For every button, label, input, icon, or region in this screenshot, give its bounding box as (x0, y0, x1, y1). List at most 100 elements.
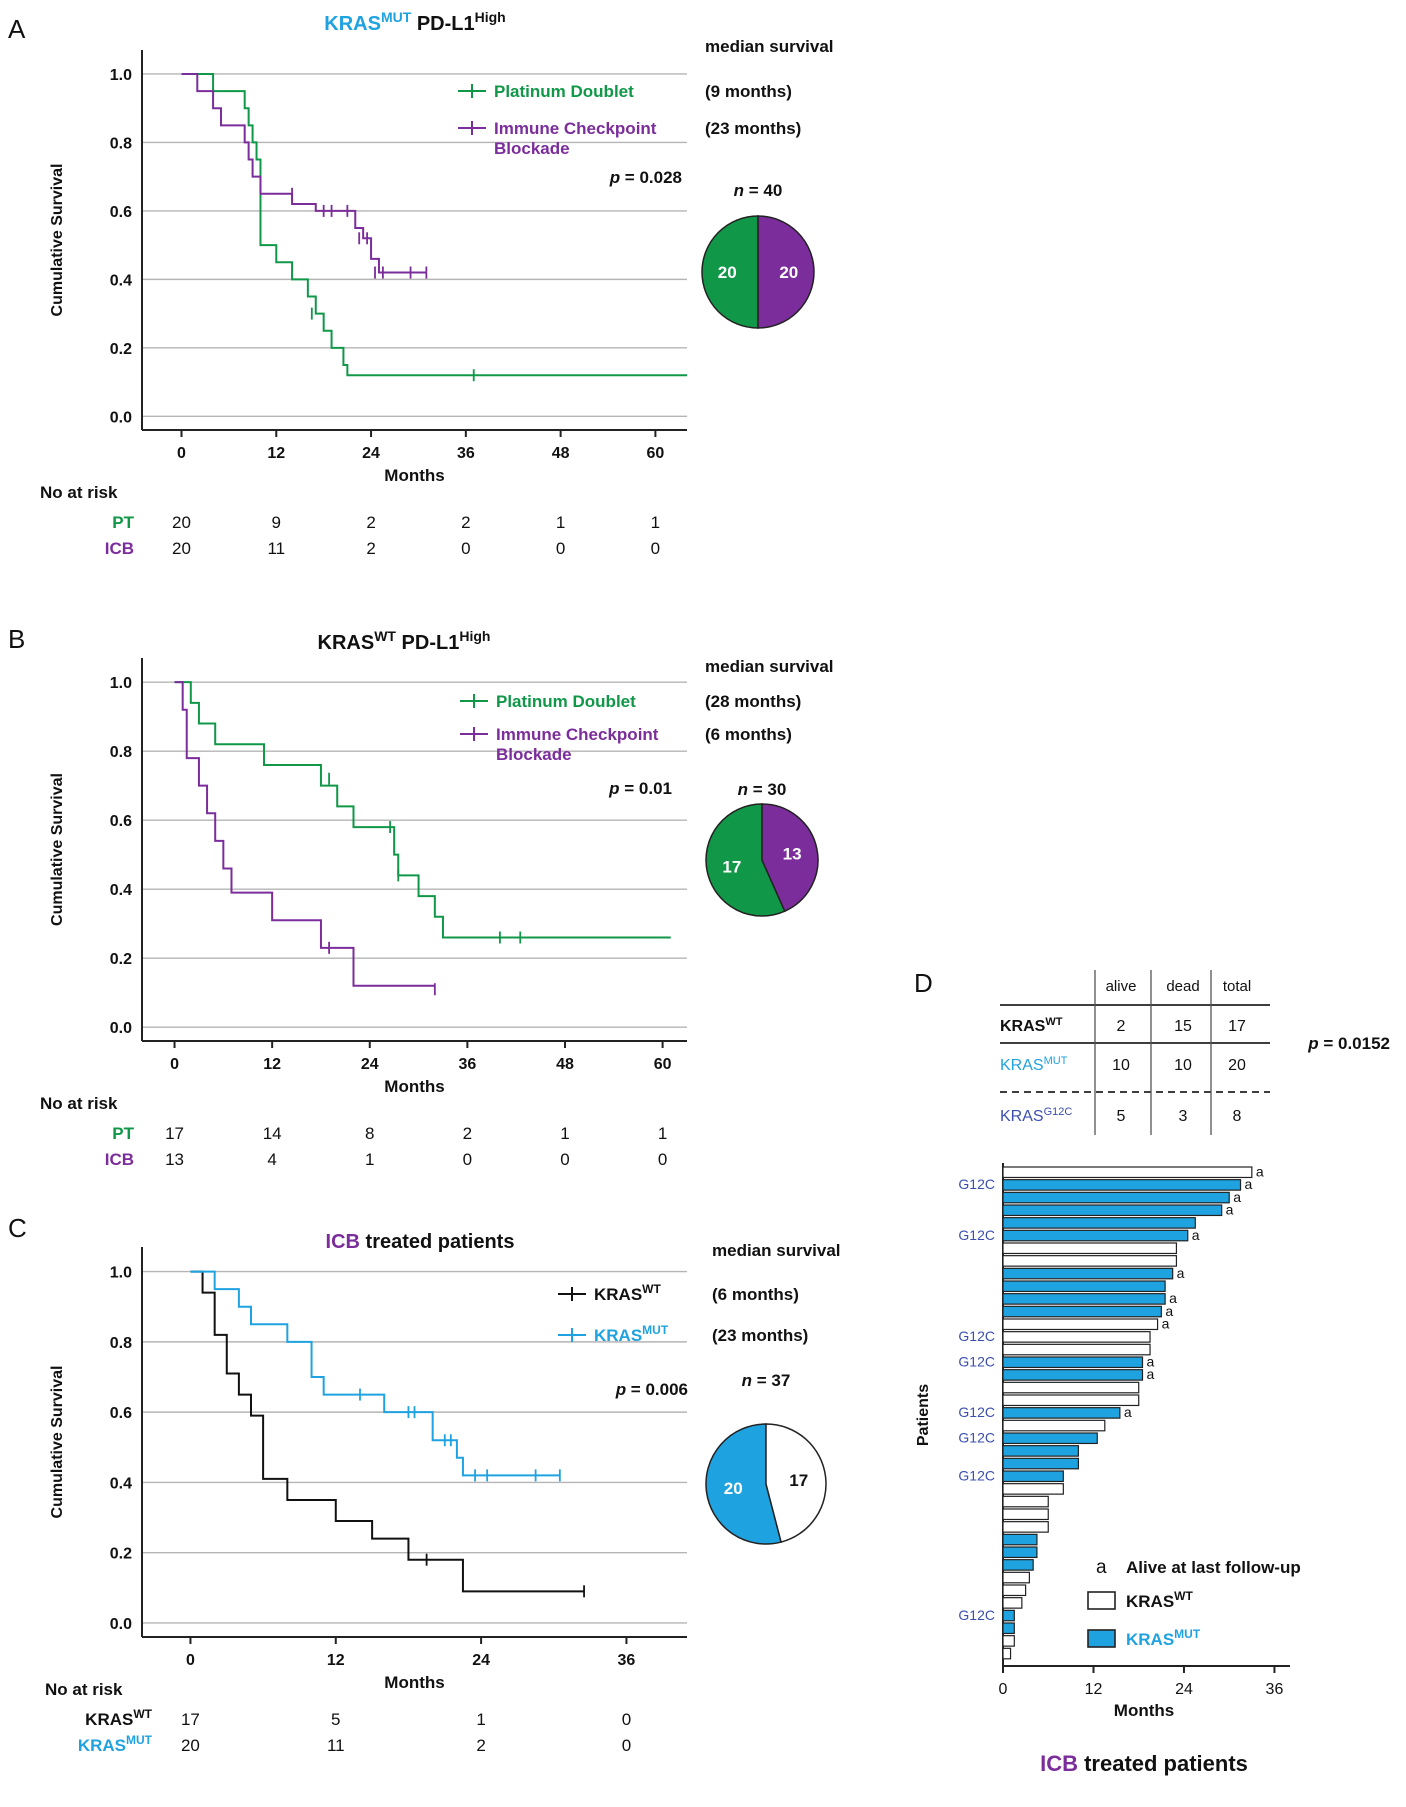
pie-slice-label-part-0: 17 (789, 1471, 808, 1490)
risk-value-part-0: 9 (272, 513, 281, 532)
x-axis-label: Months (384, 466, 444, 485)
x-tick-label: 60 (654, 1056, 672, 1073)
x-axis-label-part-0: Months (1114, 1701, 1174, 1720)
patient-bar (1002, 1495, 1049, 1508)
p-value: p = 0.01 (608, 779, 672, 798)
risk-value-part-0: 1 (556, 513, 565, 532)
risk-header: No at risk (40, 483, 118, 502)
patient-bar (1002, 1369, 1144, 1381)
x-axis-label: Months (1114, 1701, 1174, 1720)
legend-label-part-0: Platinum Doublet (494, 82, 634, 101)
p-value-part-1: = 0.01 (620, 779, 672, 798)
chart-title-part-0: KRAS (324, 13, 381, 35)
x-tick-label-part-0: 0 (170, 1056, 179, 1073)
x-tick-label: 12 (267, 445, 285, 462)
risk-value-part-0: 2 (463, 1124, 472, 1143)
legend-wt-label: KRASWT (1126, 1589, 1193, 1611)
y-tick-label-part-0: 1.0 (110, 1265, 132, 1282)
table-row-label-part-0: KRAS (1000, 1108, 1044, 1125)
pie-slice-label: 17 (722, 857, 741, 876)
patient-bar (1002, 1267, 1174, 1280)
x-axis-label-part-0: Months (384, 1673, 444, 1692)
alive-marker: a (1226, 1201, 1234, 1217)
y-tick-label-part-0: 0.8 (110, 744, 132, 761)
patient-bar (1002, 1343, 1151, 1356)
risk-value: 2 (463, 1124, 472, 1143)
y-tick-label-part-0: 0.0 (110, 1616, 132, 1633)
legend-label-cont: Blockade (494, 139, 570, 158)
y-tick-label-part-0: 1.0 (110, 67, 132, 84)
pie-slice-label: 20 (718, 263, 737, 282)
pie-slice (757, 215, 815, 329)
table-header: alive (1106, 978, 1137, 995)
median-header-part-0: median survival (712, 1241, 841, 1260)
patient-bar (1002, 1647, 1012, 1660)
median-value-part-0: (23 months) (712, 1326, 808, 1345)
panel-letter-part-0: B (8, 624, 25, 654)
median-value: (6 months) (712, 1285, 799, 1304)
alive-marker-part-0: a (1147, 1353, 1155, 1369)
legend-label-part-0: Immune Checkpoint (496, 725, 659, 744)
x-tick-label: 12 (327, 1652, 345, 1669)
chart-title-part-3: High (459, 628, 490, 644)
risk-value: 1 (658, 1124, 667, 1143)
risk-row-label: PT (112, 513, 134, 532)
median-header-part-0: median survival (705, 37, 834, 56)
y-tick-label-part-0: 0.0 (110, 1020, 132, 1037)
risk-row-label: KRASMUT (78, 1733, 153, 1755)
pie-slice-label: 13 (783, 845, 802, 864)
table-header-part-0: dead (1166, 978, 1199, 995)
survival-curve-0 (181, 72, 687, 377)
risk-value-part-0: 1 (365, 1150, 374, 1169)
risk-value-part-0: 5 (331, 1710, 340, 1729)
p-value: p = 0.006 (615, 1380, 688, 1399)
legend-mut-label-part-1: MUT (1174, 1627, 1201, 1641)
risk-value: 20 (181, 1736, 200, 1755)
risk-row-label-part-0: ICB (105, 539, 134, 558)
table-cell-part-0: 3 (1179, 1108, 1188, 1125)
risk-value: 2 (461, 513, 470, 532)
risk-value-part-0: 0 (556, 539, 565, 558)
x-tick-label: 36 (618, 1652, 636, 1669)
median-value-part-0: (28 months) (705, 692, 801, 711)
chart-title-part-2: PD-L1 (396, 632, 459, 654)
alive-marker-part-0: a (1256, 1163, 1264, 1179)
g12c-label: G12C (958, 1328, 995, 1344)
table-row-label: KRASG12C (1000, 1106, 1072, 1125)
alive-marker: a (1147, 1366, 1155, 1382)
x-tick-label: 24 (472, 1652, 490, 1669)
legend-label-part-0: Immune Checkpoint (494, 119, 657, 138)
x-tick-label: 48 (552, 445, 570, 462)
x-axis-label: Months (384, 1673, 444, 1692)
x-tick-label-part-0: 0 (186, 1652, 195, 1669)
risk-value: 1 (476, 1710, 485, 1729)
alive-marker: a (1233, 1189, 1241, 1205)
g12c-label: G12C (958, 1404, 995, 1420)
g12c-label-part-0: G12C (958, 1467, 995, 1483)
risk-value: 0 (463, 1150, 472, 1169)
risk-value-part-0: 0 (463, 1150, 472, 1169)
risk-row-label-part-0: PT (112, 513, 134, 532)
pie-slice-label: 20 (779, 263, 798, 282)
risk-value-part-0: 11 (267, 539, 285, 558)
alive-marker: a (1147, 1353, 1155, 1369)
table-cell-part-0: 20 (1228, 1057, 1246, 1074)
risk-value-part-0: 4 (267, 1150, 276, 1169)
g12c-label: G12C (958, 1429, 995, 1445)
risk-value-part-0: 14 (263, 1124, 282, 1143)
risk-value-part-0: 1 (476, 1710, 485, 1729)
x-tick-label: 36 (458, 1056, 476, 1073)
p-value-part-0: p (609, 168, 620, 187)
x-tick-label-part-0: 12 (327, 1652, 345, 1669)
y-tick-label: 0.6 (110, 813, 132, 830)
risk-value: 2 (366, 513, 375, 532)
patient-bar (1002, 1483, 1064, 1495)
y-tick-label: 0.4 (110, 1475, 132, 1492)
n-label: n = 37 (742, 1371, 791, 1390)
legend-label-cont-part-0: Blockade (494, 139, 570, 158)
x-tick-label: 24 (362, 445, 380, 462)
y-tick-label-part-0: 0.0 (110, 409, 132, 426)
patient-bar (1002, 1432, 1098, 1445)
